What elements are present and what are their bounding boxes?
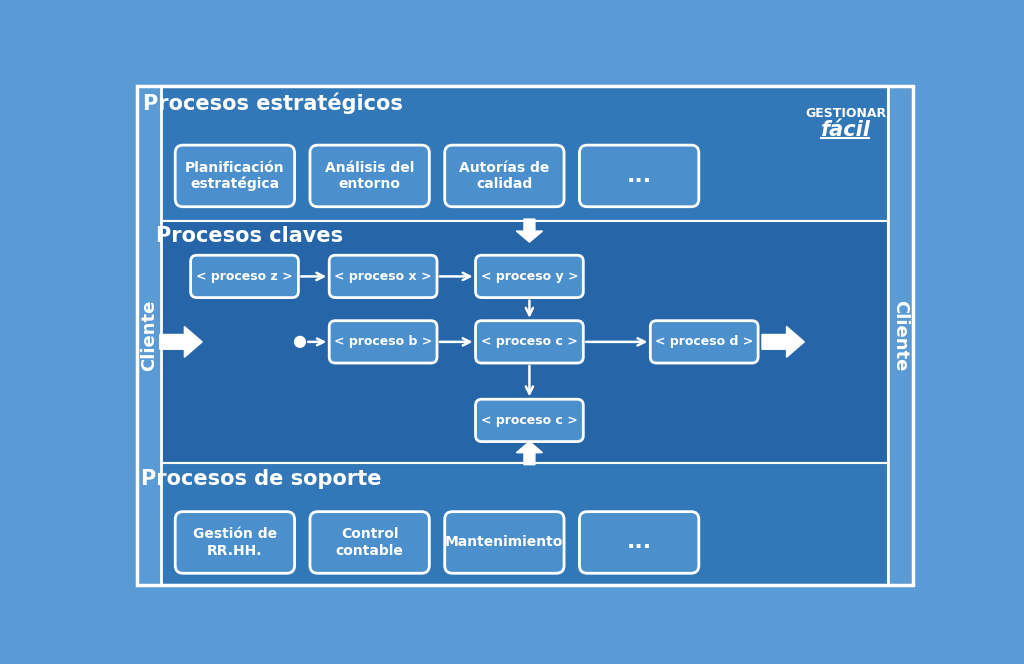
Text: < proceso z >: < proceso z > <box>197 270 293 283</box>
Text: < proceso y >: < proceso y > <box>480 270 579 283</box>
FancyBboxPatch shape <box>475 399 584 442</box>
Polygon shape <box>516 442 543 465</box>
Text: Procesos estratégicos: Procesos estratégicos <box>143 92 403 114</box>
Bar <box>162 86 888 220</box>
Text: Análisis del
entorno: Análisis del entorno <box>325 161 415 191</box>
FancyBboxPatch shape <box>190 255 298 297</box>
FancyBboxPatch shape <box>175 512 295 573</box>
FancyBboxPatch shape <box>580 512 698 573</box>
Text: Procesos claves: Procesos claves <box>157 226 343 246</box>
Polygon shape <box>160 327 202 357</box>
Bar <box>162 220 888 463</box>
Text: < proceso d >: < proceso d > <box>655 335 754 349</box>
Polygon shape <box>516 219 543 242</box>
Text: Mantenimiento: Mantenimiento <box>445 535 563 549</box>
FancyBboxPatch shape <box>444 512 564 573</box>
Text: fácil: fácil <box>821 120 870 141</box>
Polygon shape <box>762 327 804 357</box>
Bar <box>137 86 162 585</box>
Text: Cliente: Cliente <box>892 299 909 371</box>
FancyBboxPatch shape <box>580 145 698 207</box>
Text: < proceso b >: < proceso b > <box>334 335 432 349</box>
Text: Gestión de
RR.HH.: Gestión de RR.HH. <box>193 527 276 558</box>
Bar <box>888 86 912 585</box>
Text: < proceso c >: < proceso c > <box>481 414 578 427</box>
FancyBboxPatch shape <box>475 321 584 363</box>
FancyBboxPatch shape <box>330 255 437 297</box>
Text: ...: ... <box>627 533 651 552</box>
Bar <box>162 463 888 585</box>
FancyBboxPatch shape <box>475 255 584 297</box>
Text: ...: ... <box>627 166 651 186</box>
Text: < proceso c >: < proceso c > <box>481 335 578 349</box>
Text: Cliente: Cliente <box>140 299 158 371</box>
FancyBboxPatch shape <box>330 321 437 363</box>
Text: < proceso x >: < proceso x > <box>335 270 432 283</box>
Circle shape <box>295 337 305 347</box>
FancyBboxPatch shape <box>650 321 758 363</box>
FancyBboxPatch shape <box>175 145 295 207</box>
Text: Autorías de
calidad: Autorías de calidad <box>459 161 550 191</box>
FancyBboxPatch shape <box>310 512 429 573</box>
Text: GESTIONAR: GESTIONAR <box>805 107 887 120</box>
FancyBboxPatch shape <box>310 145 429 207</box>
Text: Planificación
estraté́gica: Planificación estraté́gica <box>185 161 285 191</box>
FancyBboxPatch shape <box>444 145 564 207</box>
Text: Procesos de soporte: Procesos de soporte <box>141 469 382 489</box>
Text: Control
contable: Control contable <box>336 527 403 558</box>
